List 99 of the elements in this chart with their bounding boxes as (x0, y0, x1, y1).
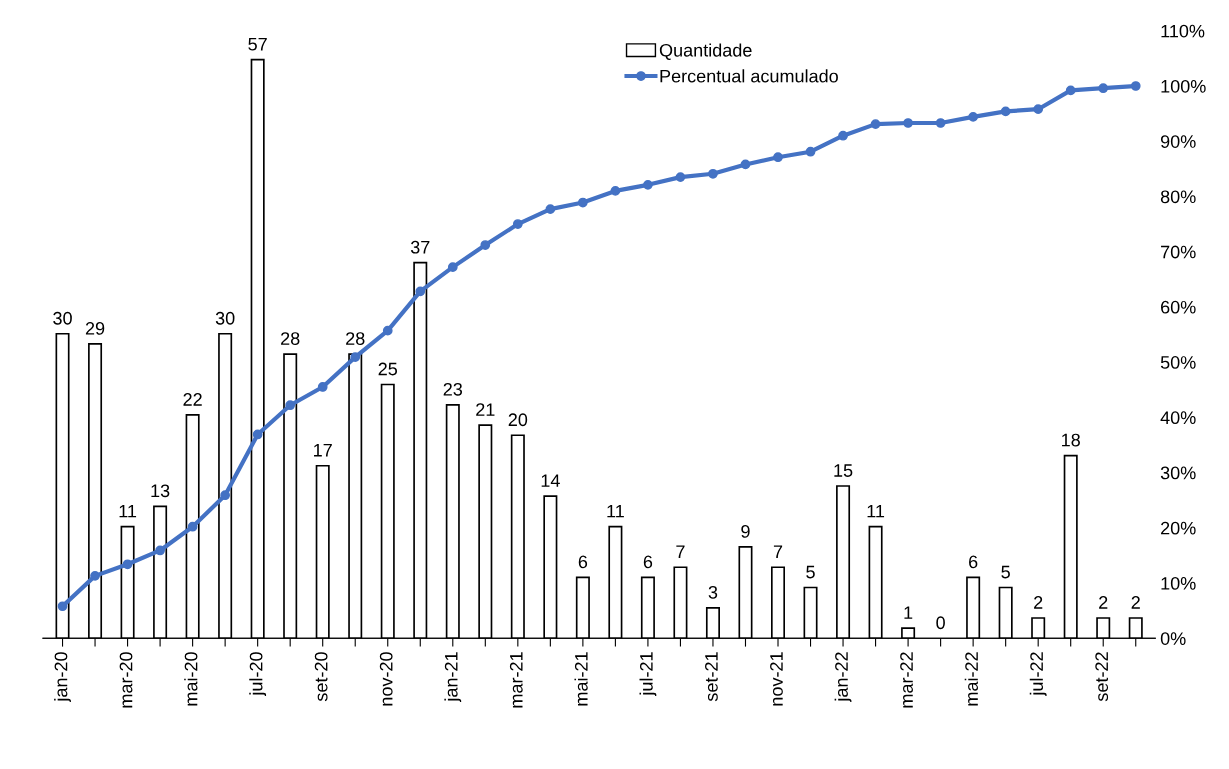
data-label: 30 (53, 311, 72, 325)
y2-tick-label: 0% (1160, 632, 1186, 645)
data-label: 18 (1062, 433, 1080, 447)
point (578, 197, 588, 208)
point (838, 130, 848, 141)
point (643, 179, 653, 190)
y2-tick-label: 10% (1161, 576, 1196, 590)
point (285, 400, 296, 411)
point (1130, 81, 1141, 91)
x-tick-label: mar-21 (509, 652, 523, 708)
point (90, 571, 100, 581)
x-tick-label: mai-22 (964, 652, 978, 706)
data-label: 29 (85, 321, 105, 335)
y2-tick-label: 30% (1160, 466, 1196, 480)
y2-tick-label: 80% (1160, 190, 1196, 204)
x-tick-label: mai-20 (184, 652, 198, 706)
data-label: 11 (607, 504, 624, 518)
data-label: 1 (904, 606, 913, 619)
y2-tick-label: 60% (1161, 300, 1196, 314)
data-label: 9 (741, 525, 750, 538)
point (187, 521, 198, 532)
x-tick-label: jul-22 (1029, 652, 1047, 697)
x-tick-label: set-21 (705, 652, 718, 702)
data-label: 11 (119, 504, 137, 518)
point (903, 118, 913, 128)
data-label: 15 (834, 464, 853, 477)
data-label: 57 (248, 37, 267, 51)
point (773, 152, 783, 163)
point (252, 429, 263, 440)
data-label: 21 (476, 403, 495, 416)
point (1033, 104, 1044, 115)
data-label: 22 (183, 393, 202, 406)
data-label: 6 (643, 555, 653, 569)
x-tick-label: set-20 (314, 652, 328, 702)
point (545, 204, 556, 215)
legend-label: Quantidade (659, 43, 752, 60)
data-label: 5 (806, 565, 815, 579)
data-label: 5 (1001, 565, 1010, 579)
data-label: 25 (378, 362, 398, 376)
data-label: 7 (773, 545, 783, 558)
data-label: 28 (281, 332, 300, 345)
y2-tick-label: 90% (1160, 135, 1196, 148)
y2-tick-label: 20% (1161, 521, 1196, 535)
point (870, 119, 881, 129)
data-label: 28 (346, 332, 365, 345)
x-tick-label: jan-21 (444, 652, 462, 703)
point (708, 168, 718, 179)
point (1000, 106, 1011, 117)
point (675, 172, 686, 182)
data-label: 2 (1034, 596, 1043, 609)
x-tick-label: mar-20 (119, 652, 133, 708)
point (155, 545, 165, 556)
data-label: 20 (508, 413, 528, 427)
point (57, 601, 68, 612)
y2-tick-label: 70% (1161, 245, 1196, 259)
point (805, 146, 816, 157)
data-label: 17 (314, 443, 332, 457)
point (447, 262, 458, 272)
x-tick-label: mai-21 (574, 652, 588, 706)
point (382, 325, 393, 336)
point (350, 352, 361, 363)
x-tick-label: jan-22 (834, 652, 852, 703)
legend-label: Percentual acumulado (660, 69, 838, 83)
x-tick-label: nov-21 (770, 652, 783, 706)
point (415, 286, 426, 297)
y2-tick-label: 100% (1161, 79, 1206, 93)
y2-tick-label: 50% (1160, 356, 1196, 369)
point (968, 112, 978, 122)
y2-tick-label: 40% (1160, 411, 1196, 425)
point (1065, 85, 1076, 96)
data-label: 37 (410, 240, 430, 254)
data-label: 6 (578, 555, 588, 569)
data-label: 13 (151, 484, 170, 498)
x-tick-label: jul-21 (639, 652, 657, 697)
x-tick-label: jan-20 (54, 652, 71, 703)
data-label: 2 (1099, 596, 1108, 609)
point (610, 186, 621, 196)
x-tick-label: mar-22 (900, 652, 913, 708)
y2-tick-label: 110% (1161, 24, 1205, 38)
point (480, 240, 491, 250)
x-tick-label: set-22 (1095, 652, 1109, 702)
data-label: 7 (676, 545, 685, 558)
x-tick-label: jul-20 (249, 652, 267, 697)
data-label: 30 (215, 311, 235, 325)
data-label: 2 (1131, 596, 1140, 609)
point (512, 219, 523, 229)
data-label: 0 (936, 616, 945, 630)
x-tick-label: nov-20 (379, 652, 393, 706)
point (740, 159, 751, 170)
data-label: 11 (867, 504, 885, 518)
point (122, 559, 133, 570)
point (317, 382, 328, 392)
point (220, 490, 230, 501)
point (935, 118, 946, 128)
point (1098, 83, 1109, 94)
data-label: 23 (443, 382, 463, 396)
data-label: 3 (708, 585, 718, 599)
data-label: 6 (969, 555, 978, 569)
data-label: 14 (541, 474, 560, 487)
